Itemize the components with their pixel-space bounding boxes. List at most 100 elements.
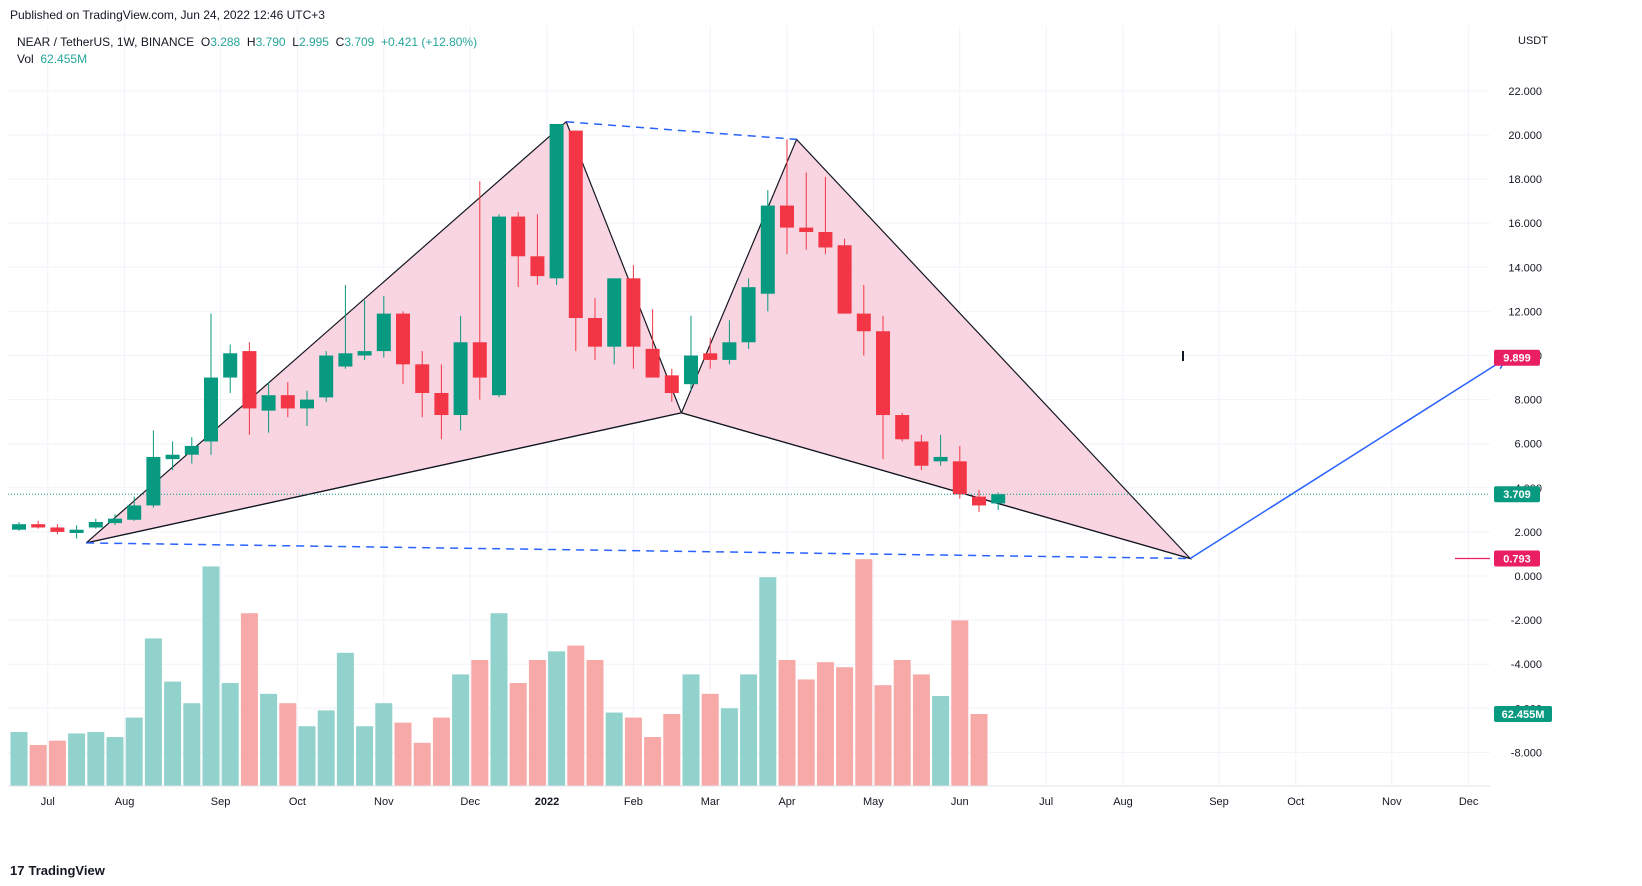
current-price-tag: 3.709 [1503,489,1531,501]
volume-bar [29,744,47,786]
x-tick-label: Feb [624,796,643,808]
volume-bar [509,683,527,786]
candle-down [588,318,602,347]
volume-bar [970,714,988,786]
candle-down [972,496,986,506]
candle-down [645,348,660,378]
volume-bar [682,674,700,786]
candle-down [876,331,890,416]
y-tick-label: 0.000 [1514,571,1542,583]
candle-up [741,287,756,343]
volume-bar [221,683,239,786]
x-tick-label: Jul [1039,796,1053,808]
candle-up [492,216,506,396]
volume-label[interactable]: Vol [17,52,34,66]
volume-bar [125,717,143,786]
tradingview-brand[interactable]: 17 TradingView [10,863,105,878]
volume-bar [432,717,450,786]
currency-label[interactable]: USDT [1518,35,1548,47]
candle-down [434,392,449,416]
volume-bar [490,613,508,786]
high-value: 3.790 [255,35,286,49]
volume-bar [778,660,796,786]
volume-bar [106,737,124,786]
x-tick-label: 2022 [535,796,559,808]
volume-bar [740,674,758,786]
volume-bar [624,717,642,786]
candle-down [856,313,871,332]
volume-bar [68,733,86,786]
volume-bar [317,710,335,786]
candle-down [626,278,641,347]
volume-bar [356,726,374,786]
volume-bar [586,660,604,786]
candle-up [300,399,314,409]
dashed-line-xd [86,542,1191,560]
volume-bar [48,740,66,786]
x-tick-label: Nov [1382,796,1402,808]
brand-name: TradingView [28,863,105,878]
open-label: O [200,35,211,49]
published-info: Published on TradingView.com, Jun 24, 20… [10,8,325,22]
volume-bar [394,722,412,786]
y-tick-label: 6.000 [1514,439,1542,451]
y-tick-label: 20.000 [1508,130,1542,142]
volume-bar [202,566,220,786]
volume-bar [260,693,278,786]
candle-down [837,245,852,314]
candle-down [799,227,814,233]
volume-bar [240,613,258,786]
volume-bar [528,660,546,786]
candle-up [722,342,737,360]
x-tick-label: Dec [1459,796,1479,808]
volume-bar [759,577,777,786]
candle-down [31,524,46,528]
candle-down [703,353,718,360]
volume-bar [164,681,182,786]
x-tick-label: Jun [951,796,969,808]
y-tick-label: 22.000 [1508,86,1542,98]
candle-down [664,375,679,393]
candle-down [242,351,257,409]
candle-down [472,342,487,378]
volume-bar [144,638,162,786]
volume-legend: Vol 62.455M [17,52,87,66]
volume-bar [893,660,911,786]
x-tick-label: May [863,796,884,808]
candle-up [12,524,26,530]
y-tick-label: 8.000 [1514,395,1542,407]
candle-up [261,395,276,411]
candle-up [223,353,238,378]
low-price-tag: 0.793 [1503,554,1531,566]
x-tick-label: Sep [1209,796,1229,808]
volume-bar [816,662,834,786]
close-label: C [335,35,345,49]
candle-up [184,445,199,455]
candle-up [338,353,353,367]
x-tick-label: Dec [460,796,480,808]
symbol-legend: NEAR / TetherUS, 1W, BINANCE O3.288 H3.7… [17,35,477,49]
candle-up [453,342,468,416]
dashed-line-ac [566,121,797,141]
candle-up [357,351,372,356]
volume-tag: 62.455M [1502,709,1545,721]
volume-bar [375,703,393,786]
candle-up [69,529,84,534]
y-tick-label: -2.000 [1511,615,1542,627]
volume-bar [471,660,489,786]
candle-down [952,461,967,495]
candle-up [127,505,142,520]
volume-bar [663,714,681,786]
volume-bar [720,708,738,786]
x-tick-label: Oct [1287,796,1304,808]
candle-up [760,205,775,294]
candle-up [146,456,161,506]
x-tick-label: Aug [1113,796,1133,808]
y-tick-label: -8.000 [1511,747,1542,759]
x-tick-label: Oct [289,796,306,808]
volume-bar [567,645,585,786]
symbol-title[interactable]: NEAR / TetherUS, 1W, BINANCE [17,35,195,49]
volume-bar [912,674,930,786]
time-axis[interactable]: Jul Aug Sep Oct Nov Dec 2022 Feb Mar Apr May Jun Jul… [8,785,1490,808]
